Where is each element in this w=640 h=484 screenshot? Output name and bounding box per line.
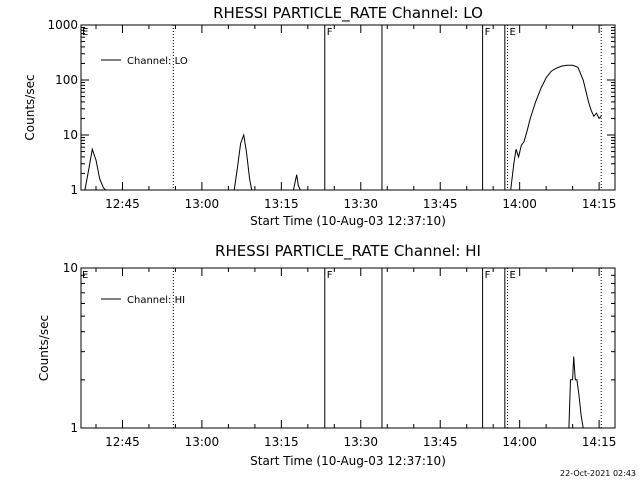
event-label: F [327,27,333,38]
event-label: F [327,270,333,281]
x-tick-label: 13:15 [264,435,299,449]
y-axis-label: Counts/sec [37,315,51,381]
series-line-segment [511,65,602,190]
x-tick-label: 14:15 [582,435,617,449]
event-label: E [509,27,515,38]
legend-label: Channel: LO [127,56,188,67]
x-tick-label: 13:00 [185,197,220,211]
x-tick-label: 13:45 [423,197,458,211]
plot-frame [81,268,615,428]
chart-panel-lo: RHESSI PARTICLE_RATE Channel: LO 12:45 13:… [23,4,616,228]
x-tick-label: 13:00 [185,435,220,449]
series-line-segment [294,175,301,190]
event-label: E [509,270,515,281]
x-tick-label: 14:00 [502,197,537,211]
chart-title: RHESSI PARTICLE_RATE Channel: HI [215,242,481,261]
timestamp: 22-Oct-2021 02:43 [560,469,636,478]
x-tick-label: 13:45 [423,435,458,449]
event-label: F [485,270,491,281]
start-event-label: E [82,27,88,38]
y-tick-label: 1 [70,183,78,197]
x-axis-label: Start Time (10-Aug-03 12:37:10) [250,454,446,468]
x-tick-label: 13:15 [264,197,299,211]
series-line-segment [234,135,252,190]
series-line-segment [569,357,585,429]
event-label: F [485,27,491,38]
legend-label: Channel: HI [127,295,185,306]
y-tick-label: 10 [63,261,78,275]
start-event-label: E [82,270,88,281]
y-tick-label: 1 [70,421,78,435]
chart-title: RHESSI PARTICLE_RATE Channel: LO [213,4,483,23]
y-tick-label: 100 [55,73,78,87]
plot-frame [81,25,615,190]
x-axis-label: Start Time (10-Aug-03 12:37:10) [250,214,446,228]
x-tick-label: 12:45 [105,435,140,449]
x-tick-label: 13:30 [343,435,378,449]
x-tick-label: 13:30 [343,197,378,211]
series-line-segment [85,149,106,190]
chart-panel-hi: RHESSI PARTICLE_RATE Channel: HI 12:45 13:… [37,242,616,468]
y-tick-label: 1000 [47,18,78,32]
x-tick-label: 12:45 [105,197,140,211]
y-axis-label: Counts/sec [23,74,37,140]
y-tick-label: 10 [63,128,78,142]
x-tick-label: 14:15 [582,197,617,211]
x-tick-label: 14:00 [502,435,537,449]
